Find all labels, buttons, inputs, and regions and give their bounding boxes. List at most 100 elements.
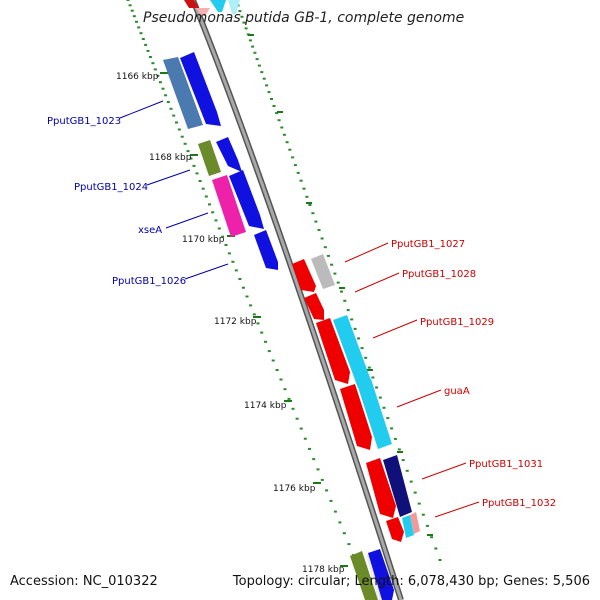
- ruler-dot: [130, 9, 134, 12]
- gene-label: PputGB1_1028: [402, 269, 476, 280]
- ruler-dot: [314, 220, 318, 223]
- ruler-dot: [316, 468, 320, 471]
- feature-track-categories: [163, 0, 420, 600]
- ruler-dot: [320, 237, 324, 240]
- ruler-dot: [183, 142, 187, 145]
- ruler-dot: [224, 244, 228, 246]
- ruler-dot: [312, 458, 316, 461]
- ruler-dot: [336, 281, 340, 284]
- ruler-dot: [326, 254, 330, 257]
- accession-text: Accession: NC_010322: [10, 574, 158, 589]
- ruler-dot: [241, 286, 245, 289]
- ruler-dot: [238, 10, 242, 13]
- map-title: Pseudomonas putida GB-1, complete genome: [143, 10, 465, 26]
- leader-lines: [119, 100, 480, 518]
- ruler-dot: [295, 417, 299, 420]
- ruler-dot: [287, 397, 291, 400]
- ruler-dot: [275, 369, 279, 371]
- ruler-dot: [271, 359, 275, 362]
- ruler-dot: [153, 68, 157, 71]
- ruler-dot: [256, 322, 260, 325]
- ruler-dot: [158, 81, 162, 84]
- ruler-dot: [135, 20, 138, 23]
- gene-label: PputGB1_1026: [112, 276, 186, 287]
- ruler-dot: [238, 278, 242, 280]
- ruler-dot: [347, 543, 351, 546]
- feature-block-pink-small: [410, 512, 420, 534]
- feature-block-cyan-1: [333, 315, 372, 388]
- feature-block-cyan-small: [402, 515, 414, 538]
- gene-label: PputGB1_1024: [74, 182, 148, 193]
- ruler-label: 1166 kbp: [116, 72, 159, 82]
- ruler-dot: [270, 98, 273, 100]
- gene-label: guaA: [444, 386, 470, 397]
- ruler-dot: [161, 87, 165, 90]
- ruler-label: 1172 kbp: [214, 317, 257, 327]
- ruler-dot: [180, 135, 184, 138]
- ruler-dot: [267, 350, 271, 353]
- feature-block-navy: [383, 455, 412, 517]
- ruler-dot: [126, 0, 130, 1]
- ruler-dot: [393, 437, 397, 440]
- ruler-dot: [390, 427, 394, 430]
- ruler-dot: [231, 260, 235, 263]
- ruler-dot: [211, 211, 215, 214]
- ruler-dot: [293, 164, 297, 167]
- ruler-dot: [242, 21, 246, 24]
- gene-label: PputGB1_1031: [469, 459, 543, 470]
- ruler-label: 1178 kbp: [302, 565, 345, 575]
- ruler-label: 1176 kbp: [273, 484, 316, 494]
- gene-label: PputGB1_1029: [420, 317, 494, 328]
- ruler-dot: [166, 101, 170, 103]
- ruler-dot: [252, 313, 256, 316]
- ruler-dot: [240, 15, 244, 18]
- feature-block-top-lightcyan: [228, 0, 240, 14]
- ruler-dot: [375, 386, 379, 389]
- cds-arrow-red-1032: [386, 517, 404, 542]
- ruler-dot: [280, 126, 284, 129]
- ruler-dot: [148, 56, 152, 58]
- ruler-dot: [386, 417, 390, 420]
- ruler-dot: [338, 521, 342, 524]
- ruler-dot: [378, 396, 382, 399]
- ruler-dot: [267, 91, 271, 94]
- ruler-dot: [164, 94, 168, 97]
- leader-line-1024: [146, 169, 191, 186]
- ruler-dot: [323, 246, 327, 249]
- ruler-dot: [137, 26, 141, 29]
- leader-line-xseA: [165, 212, 209, 229]
- ruler-dot: [296, 171, 300, 174]
- ruler-dot: [329, 499, 333, 502]
- ruler-dot: [367, 366, 371, 369]
- feature-block-magenta: [212, 175, 246, 237]
- ruler-dot: [214, 219, 218, 222]
- ruler-dot: [248, 39, 252, 42]
- ruler-dot: [156, 74, 160, 77]
- ruler-dot: [299, 427, 303, 430]
- ruler-dot: [360, 347, 364, 350]
- ruler-dot: [346, 309, 350, 312]
- ruler-dot: [262, 77, 266, 80]
- ruler-dot: [303, 437, 307, 440]
- ruler-label: 1170 kbp: [182, 235, 225, 245]
- ruler-dot: [234, 269, 238, 272]
- feature-block-olive-bottom: [350, 551, 378, 600]
- ruler-dot: [302, 187, 306, 190]
- ruler-dot: [260, 331, 264, 334]
- ruler-label: 1168 kbp: [149, 153, 192, 163]
- genome-backbone-highlight: [191, 0, 403, 600]
- ruler-dot: [285, 141, 289, 144]
- ruler-label: 1174 kbp: [244, 401, 287, 411]
- cds-arrow-blue-1026: [254, 230, 278, 270]
- ruler-dot: [434, 547, 438, 550]
- ruler-dot: [421, 513, 425, 516]
- ruler-dot: [175, 121, 178, 124]
- gene-label: PputGB1_1027: [391, 239, 465, 250]
- ruler-dot: [198, 180, 202, 182]
- feature-block-top-pink: [196, 8, 210, 16]
- gene-labels: PputGB1_1023 PputGB1_1024 xseA PputGB1_1…: [47, 116, 556, 509]
- ruler-dot: [405, 469, 409, 472]
- ruler-dot: [320, 478, 324, 481]
- leader-line-1023: [119, 100, 164, 119]
